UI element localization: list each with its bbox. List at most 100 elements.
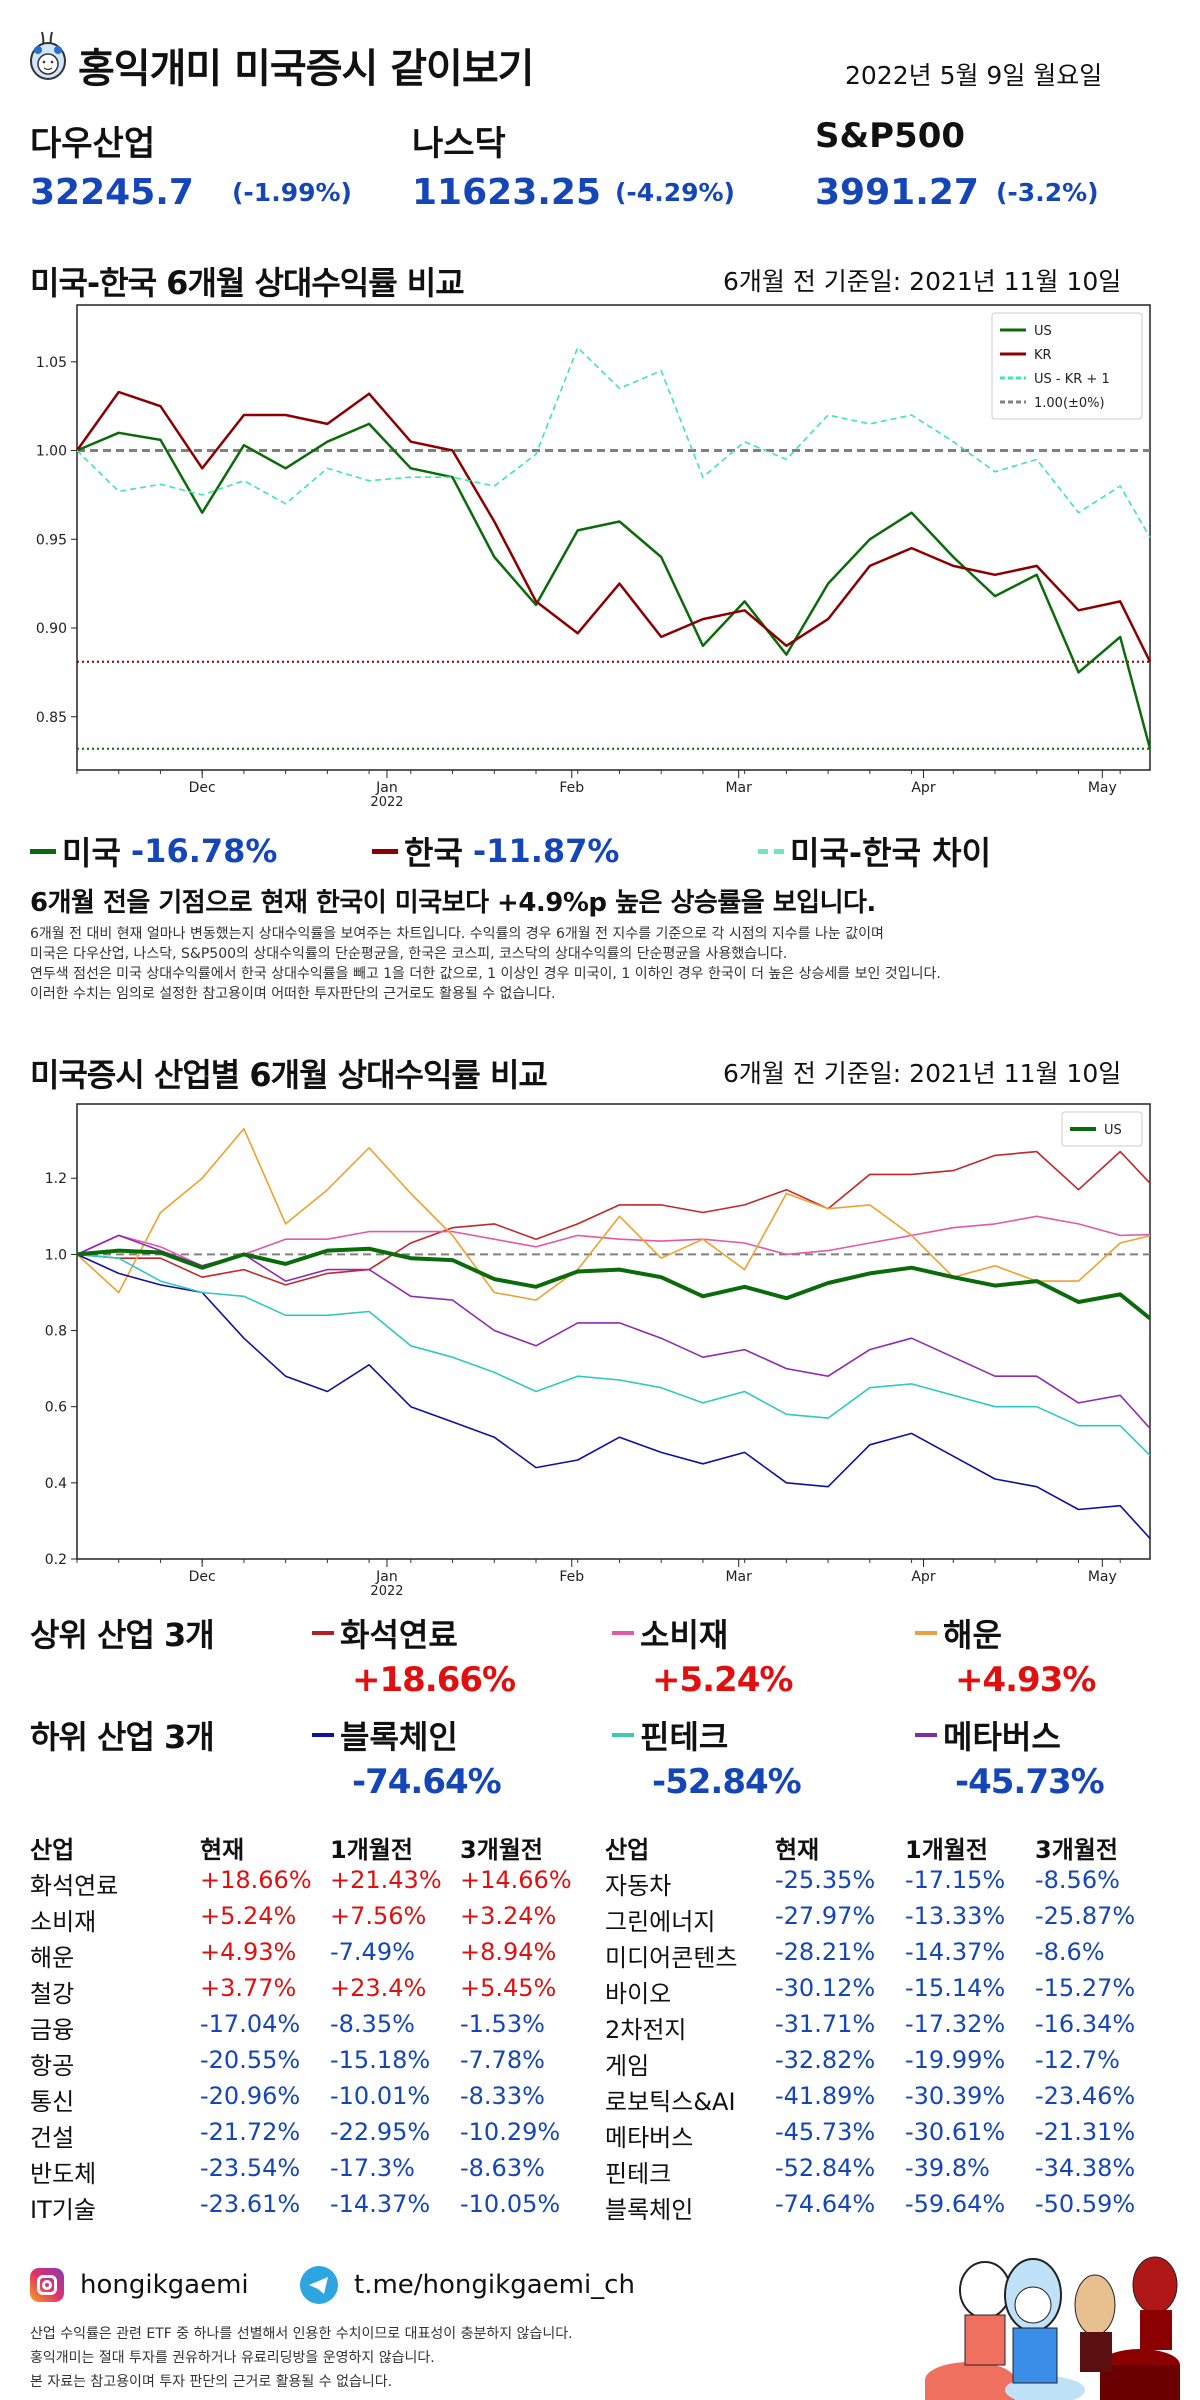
footer-notes: 산업 수익률은 관련 ETF 중 하나를 선별해서 인용한 수치이므로 대표성이…: [30, 2322, 573, 2394]
instagram-link[interactable]: hongikgaemi: [30, 2268, 249, 2302]
index-name: 나스닥: [412, 124, 506, 164]
return-cell: -22.95%: [330, 2118, 431, 2146]
return-cell: -7.49%: [330, 1938, 415, 1966]
column-header: 3개월전: [1035, 1836, 1118, 1864]
legend-swatch: [312, 1733, 334, 1737]
sector-return: +4.93%: [955, 1660, 1096, 1700]
column-header: 현재: [200, 1836, 245, 1864]
sector-name-cell: 바이오: [605, 1980, 672, 2008]
legend-box: [991, 312, 1143, 420]
sector-name-cell: 소비재: [30, 1908, 97, 1936]
return-cell: +3.77%: [200, 1974, 297, 2002]
legend-kr: 한국 -11.87%: [372, 828, 619, 874]
legend-swatch: [612, 1733, 634, 1737]
return-cell: +8.94%: [460, 1938, 557, 1966]
return-cell: -23.61%: [200, 2190, 301, 2218]
legend-swatch: [915, 1733, 937, 1737]
legend-label: US - KR + 1: [1034, 372, 1110, 387]
x-tick-label: May: [1088, 1569, 1117, 1585]
series-line-US: [76, 422, 1152, 750]
series-line-블록체인: [76, 1253, 1151, 1539]
return-cell: -16.34%: [1035, 2010, 1136, 2038]
return-cell: +3.24%: [460, 1902, 557, 1930]
series-line-해운: [76, 1127, 1151, 1301]
bottom3-item: 메타버스: [915, 1712, 1061, 1758]
return-cell: +5.24%: [200, 1902, 297, 1930]
sector-name-cell: 2차전지: [605, 2016, 687, 2044]
x-tick-sublabel: 2022: [370, 795, 403, 810]
series-line-메타버스: [76, 1234, 1151, 1429]
x-tick-label: Feb: [559, 780, 584, 796]
instagram-icon: [30, 2268, 64, 2302]
sector-name-cell: 핀테크: [605, 2160, 672, 2188]
legend-swatch: [915, 1631, 937, 1635]
index-change: (-1.99%): [232, 178, 352, 207]
x-tick-label: Jan: [375, 780, 398, 796]
index-name: S&P500: [815, 116, 966, 156]
return-cell: -20.96%: [200, 2082, 301, 2110]
index-value: 32245.7: [30, 172, 194, 213]
return-cell: -15.14%: [905, 1974, 1006, 2002]
return-cell: -25.35%: [775, 1866, 876, 1894]
sector-name-cell: 통신: [30, 2088, 75, 2116]
x-tick-label: May: [1088, 780, 1117, 796]
return-cell: -8.63%: [460, 2154, 545, 2182]
report-date: 2022년 5월 9일 월요일: [845, 61, 1103, 90]
x-tick-label: Apr: [911, 1569, 935, 1585]
series-line-소비재: [76, 1215, 1151, 1267]
sector-name: 화석연료: [340, 1616, 458, 1654]
plot-frame: [76, 1103, 1151, 1560]
y-tick-label: 1.05: [36, 355, 67, 371]
summary-text: 6개월 전을 기점으로 현재 한국이 미국보다 +4.9%p 높은 상승률을 보…: [30, 888, 876, 918]
sector-name-cell: 건설: [30, 2124, 75, 2152]
legend-swatch-us: [30, 848, 56, 854]
return-cell: -28.21%: [775, 1938, 876, 1966]
legend-label: US: [1104, 1123, 1122, 1138]
sector-return: +18.66%: [352, 1660, 516, 1700]
x-tick-label: Apr: [911, 780, 935, 796]
instagram-handle: hongikgaemi: [80, 2270, 249, 2300]
index-value: 3991.27: [815, 172, 979, 213]
legend-us-value: -16.78%: [130, 832, 278, 870]
series-line-핀테크: [76, 1253, 1151, 1456]
x-tick-label: Feb: [559, 1569, 584, 1585]
x-tick-label: Dec: [189, 1569, 216, 1585]
top3-item: 화석연료: [312, 1610, 458, 1656]
y-tick-label: 0.4: [45, 1476, 67, 1492]
top3-item: 해운: [915, 1610, 1002, 1656]
sector-name-cell: 화석연료: [30, 1872, 119, 1900]
return-cell: -25.87%: [1035, 1902, 1136, 1930]
chart-notes: 6개월 전 대비 현재 얼마나 변동했는지 상대수익률을 보여주는 차트입니다.…: [30, 924, 941, 1004]
sector-name-cell: 메타버스: [605, 2124, 694, 2152]
column-header: 산업: [30, 1836, 75, 1864]
legend-us: 미국 -16.78%: [30, 828, 277, 874]
return-cell: +7.56%: [330, 1902, 427, 1930]
legend-swatch-kr: [372, 848, 398, 854]
return-cell: -7.78%: [460, 2046, 545, 2074]
sector-return: +5.24%: [652, 1660, 793, 1700]
column-header: 3개월전: [460, 1836, 543, 1864]
y-tick-label: 1.2: [45, 1171, 67, 1187]
return-cell: -17.32%: [905, 2010, 1006, 2038]
return-cell: -52.84%: [775, 2154, 876, 2182]
return-cell: +21.43%: [330, 1866, 442, 1894]
return-cell: -50.59%: [1035, 2190, 1136, 2218]
y-tick-label: 0.6: [45, 1400, 67, 1416]
sector-name: 메타버스: [943, 1718, 1061, 1756]
return-cell: -23.54%: [200, 2154, 301, 2182]
telegram-link[interactable]: t.me/hongikgaemi_ch: [300, 2266, 635, 2304]
legend-kr-label: 한국: [404, 834, 463, 872]
return-cell: -17.3%: [330, 2154, 415, 2182]
x-tick-label: Dec: [189, 780, 216, 796]
legend-diff: 미국-한국 차이: [758, 828, 991, 874]
return-cell: -10.05%: [460, 2190, 561, 2218]
section2-base-date: 6개월 전 기준일: 2021년 11월 10일: [723, 1059, 1122, 1088]
return-cell: -39.8%: [905, 2154, 990, 2182]
footer-note: 산업 수익률은 관련 ETF 중 하나를 선별해서 인용한 수치이므로 대표성이…: [30, 2326, 573, 2342]
column-header: 1개월전: [330, 1836, 413, 1864]
legend-box: [1061, 1111, 1143, 1147]
x-tick-sublabel: 2022: [370, 1584, 403, 1599]
telegram-icon: [300, 2266, 338, 2304]
return-cell: -1.53%: [460, 2010, 545, 2038]
